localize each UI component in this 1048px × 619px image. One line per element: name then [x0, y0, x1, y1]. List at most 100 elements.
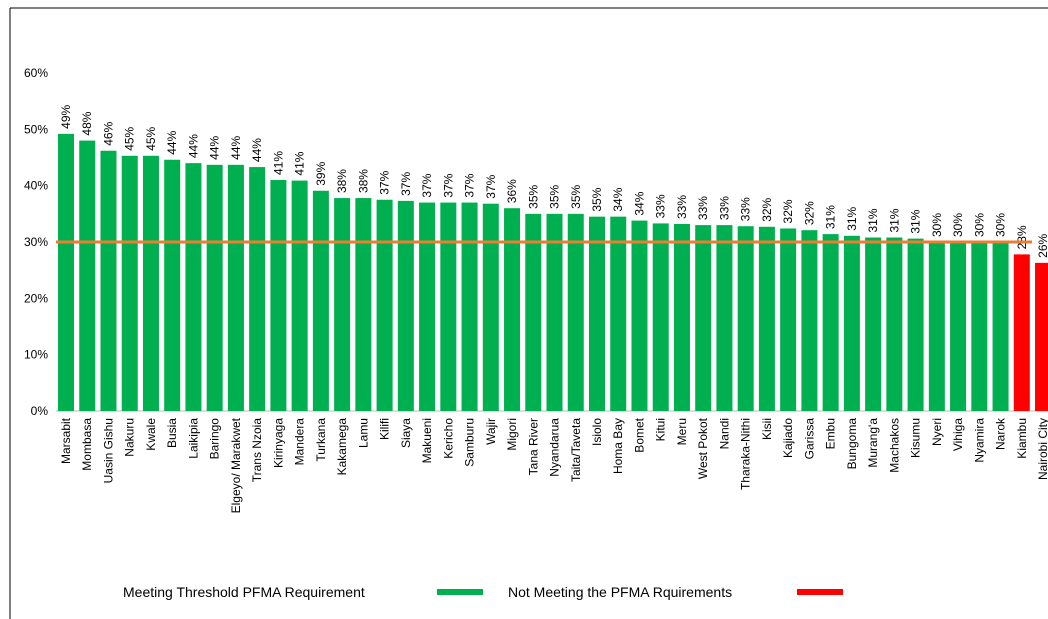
bar — [142, 155, 159, 411]
value-label: 35% — [569, 184, 583, 208]
x-tick-label: Kilifi — [378, 418, 392, 440]
x-tick-label: Homa Bay — [611, 418, 625, 474]
x-tick-label: Kakamega — [335, 418, 349, 476]
x-tick-label: Trans Nzoia — [250, 418, 264, 483]
bar — [440, 202, 457, 411]
bar — [121, 155, 138, 411]
x-tick-label: Wajir — [484, 418, 498, 445]
x-tick-label: Narok — [994, 417, 1008, 450]
x-tick-label: Isiolo — [590, 418, 604, 446]
y-tick-label: 60% — [24, 66, 48, 80]
value-label: 32% — [760, 197, 774, 221]
value-label: 31% — [909, 209, 923, 233]
bar — [971, 242, 988, 411]
bar — [164, 159, 181, 411]
value-label: 26% — [1036, 233, 1048, 257]
legend-label: Not Meeting the PFMA Rquirements — [508, 584, 732, 600]
x-tick-label: Kiambu — [1015, 418, 1029, 459]
bar — [695, 225, 712, 411]
value-label: 46% — [101, 121, 115, 145]
value-label: 36% — [505, 179, 519, 203]
bar — [758, 226, 775, 411]
value-label: 37% — [420, 173, 434, 197]
bar — [716, 225, 733, 411]
value-label: 38% — [335, 169, 349, 193]
value-label: 44% — [208, 135, 222, 159]
bar — [482, 203, 499, 411]
x-tick-label: Elgeyo/ Marakwet — [229, 417, 243, 513]
bar — [419, 202, 436, 411]
x-tick-label: Machakos — [887, 418, 901, 473]
bar — [185, 163, 202, 411]
x-tick-label: Mombasa — [80, 418, 94, 471]
bar — [589, 216, 605, 411]
x-tick-label: Embu — [824, 418, 838, 449]
bar — [355, 198, 372, 411]
x-tick-label: Turkana — [314, 418, 328, 462]
bar — [801, 230, 818, 411]
value-label: 44% — [229, 135, 243, 159]
bar — [79, 140, 96, 411]
bar — [58, 133, 74, 411]
x-tick-label: Samburu — [463, 418, 477, 467]
value-label: 33% — [654, 194, 668, 218]
bar — [1035, 262, 1048, 411]
x-tick-label: Vihiga — [951, 418, 965, 451]
value-label: 35% — [548, 184, 562, 208]
x-tick-label: Kericho — [441, 418, 455, 459]
x-tick-label: Meru — [675, 418, 689, 445]
bar — [907, 238, 924, 411]
value-label: 33% — [739, 197, 753, 221]
y-tick-label: 20% — [24, 291, 48, 305]
bar — [397, 200, 414, 411]
value-label: 31% — [845, 206, 859, 230]
value-label: 44% — [250, 138, 264, 162]
x-tick-label: Nyandarua — [548, 418, 562, 477]
bar — [504, 208, 521, 411]
x-tick-label: Baringo — [208, 418, 222, 460]
x-tick-label: Kisumu — [909, 418, 923, 458]
x-tick-label: Lamu — [356, 418, 370, 448]
value-label: 34% — [611, 187, 625, 211]
x-tick-label: Murang'a — [866, 418, 880, 468]
x-tick-label: Kitui — [654, 418, 668, 441]
value-label: 30% — [994, 213, 1008, 237]
x-tick-label: Nandi — [717, 418, 731, 449]
x-tick-label: Kwale — [144, 418, 158, 451]
x-tick-label: Kirinyaga — [271, 418, 285, 468]
legend-swatch — [797, 589, 843, 595]
bar — [249, 167, 266, 411]
value-label: 35% — [590, 187, 604, 211]
x-tick-label: Bungoma — [845, 418, 859, 470]
value-label: 39% — [314, 161, 328, 185]
value-label: 32% — [781, 199, 795, 223]
x-tick-label: Marsabit — [59, 417, 73, 464]
y-tick-label: 50% — [24, 122, 48, 136]
legend-label: Meeting Threshold PFMA Requirement — [123, 584, 365, 600]
x-tick-label: Bomet — [632, 417, 646, 452]
x-tick-label: Migori — [505, 418, 519, 451]
value-label: 44% — [186, 134, 200, 158]
x-tick-label: Garissa — [802, 418, 816, 460]
bar — [1013, 254, 1030, 411]
value-label: 37% — [399, 172, 413, 196]
bar — [227, 164, 244, 411]
value-label: 41% — [271, 151, 285, 175]
x-tick-label: Tana River — [526, 418, 540, 475]
value-label: 32% — [802, 201, 816, 225]
bar — [950, 242, 967, 411]
x-tick-label: Makueni — [420, 418, 434, 463]
bar — [312, 190, 329, 411]
bar — [673, 223, 690, 411]
x-tick-label: Busia — [165, 418, 179, 448]
value-label: 31% — [887, 208, 901, 232]
bar — [100, 150, 117, 412]
value-label: 34% — [632, 191, 646, 215]
value-label: 33% — [696, 196, 710, 220]
value-label: 49% — [59, 104, 73, 128]
x-tick-label: Nairobi City — [1036, 418, 1048, 480]
bar — [992, 242, 1009, 411]
y-tick-label: 40% — [24, 179, 48, 193]
value-label: 30% — [930, 213, 944, 237]
